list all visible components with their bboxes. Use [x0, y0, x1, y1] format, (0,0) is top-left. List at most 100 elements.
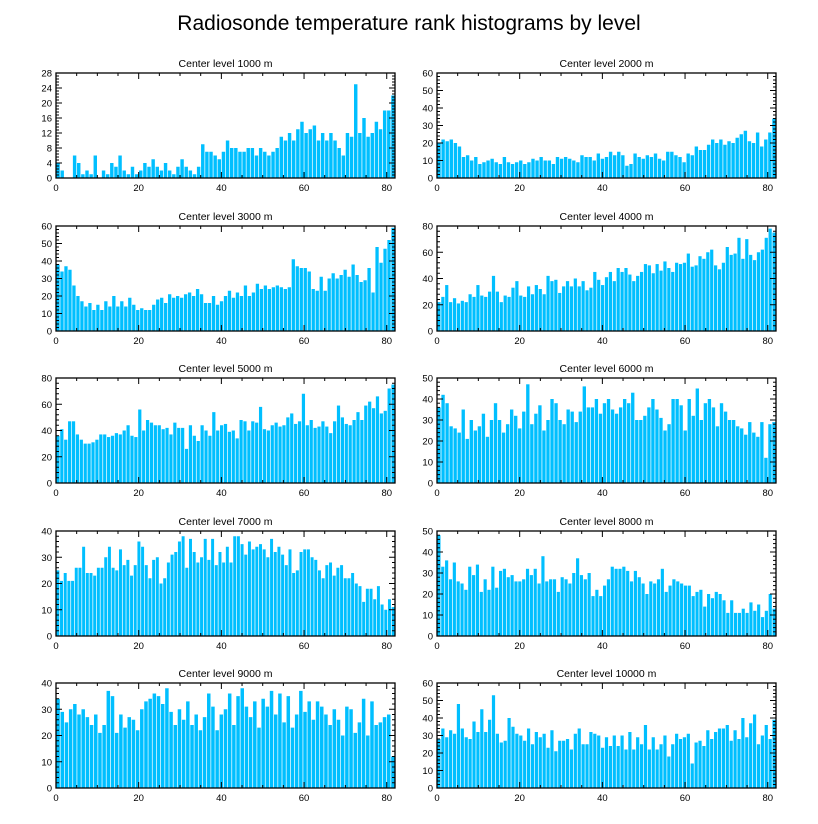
panel-title: Center level 3000 m — [179, 211, 273, 223]
bar — [343, 578, 347, 636]
y-tick-label: 20 — [422, 590, 433, 601]
bar — [315, 701, 320, 789]
bar — [387, 388, 391, 483]
bar — [211, 538, 215, 637]
bar — [552, 579, 557, 636]
bar — [523, 164, 527, 178]
bar — [651, 399, 655, 483]
bar — [601, 747, 605, 788]
bar — [134, 437, 138, 483]
bar — [223, 296, 228, 331]
bar — [737, 612, 741, 636]
bar — [165, 688, 169, 788]
bar — [153, 425, 157, 483]
bar — [349, 136, 354, 178]
bar — [163, 163, 168, 178]
bar — [329, 433, 333, 484]
bar-series — [437, 118, 776, 178]
bar — [519, 735, 523, 788]
x-tick-label: 0 — [434, 336, 439, 347]
bar — [159, 170, 164, 178]
bar — [498, 164, 502, 178]
bar — [383, 248, 387, 331]
bar — [604, 737, 609, 788]
bar — [707, 399, 712, 483]
bar — [373, 599, 377, 636]
bar — [145, 420, 150, 483]
bar — [659, 744, 663, 788]
bar — [152, 304, 156, 331]
y-tick-label: 10 — [422, 766, 433, 777]
bar — [445, 141, 449, 178]
bar — [78, 567, 82, 636]
bar — [741, 608, 745, 636]
bar — [448, 579, 453, 636]
x-tick-label: 40 — [216, 793, 227, 804]
bar — [559, 158, 564, 178]
x-tick-label: 20 — [514, 183, 525, 194]
bar — [60, 580, 64, 637]
bar — [213, 155, 217, 178]
bar — [543, 160, 547, 178]
bar — [251, 292, 256, 331]
bar — [56, 264, 60, 331]
bar — [207, 693, 211, 788]
bar — [215, 730, 219, 788]
bar — [550, 281, 554, 332]
bar — [497, 420, 502, 483]
bar — [729, 254, 733, 332]
bar — [643, 415, 647, 483]
bar — [535, 160, 539, 178]
bar — [68, 269, 72, 331]
bar — [687, 585, 691, 636]
bar — [668, 585, 672, 636]
bar — [188, 170, 193, 178]
bar — [177, 709, 182, 788]
bar — [686, 153, 690, 178]
bar — [593, 733, 597, 788]
bar — [655, 749, 659, 788]
panel-2: Center level 2000 m 0 20 40 60 80 0 10 20 30 40 50 6… — [422, 58, 777, 194]
bar — [107, 437, 111, 483]
bar — [218, 552, 222, 636]
bar — [505, 424, 510, 483]
bar — [211, 706, 215, 789]
bar — [675, 399, 679, 483]
bar — [286, 696, 291, 789]
bar — [717, 269, 722, 331]
x-tick-label: 20 — [514, 793, 525, 804]
bar — [104, 301, 108, 331]
bar — [622, 399, 627, 483]
bar — [186, 701, 190, 789]
bar — [299, 690, 303, 789]
bar — [534, 732, 538, 788]
bar — [309, 420, 313, 483]
bar-series — [56, 227, 395, 331]
bar — [299, 268, 303, 331]
bar — [538, 405, 542, 483]
bar — [465, 438, 469, 483]
bar — [140, 308, 144, 331]
bar — [667, 756, 671, 788]
bar — [667, 268, 671, 331]
bar — [636, 737, 640, 788]
bar — [699, 420, 704, 483]
bar — [196, 441, 200, 483]
bar — [317, 570, 321, 637]
bar — [511, 726, 515, 788]
bar — [645, 155, 650, 178]
bar — [143, 163, 147, 178]
y-tick-label: 30 — [422, 121, 433, 132]
bar — [105, 174, 110, 178]
bar — [749, 723, 753, 788]
bar — [449, 302, 453, 332]
bar — [647, 407, 651, 483]
y-tick-label: 20 — [41, 99, 52, 110]
bar — [290, 727, 295, 789]
bar — [157, 425, 161, 483]
bar — [215, 304, 220, 331]
bar — [683, 585, 688, 636]
bar — [82, 546, 86, 636]
panel-9: Center level 9000 m 0 20 40 60 80 0 10 20 30 40 — [41, 668, 396, 804]
bar — [365, 588, 369, 636]
